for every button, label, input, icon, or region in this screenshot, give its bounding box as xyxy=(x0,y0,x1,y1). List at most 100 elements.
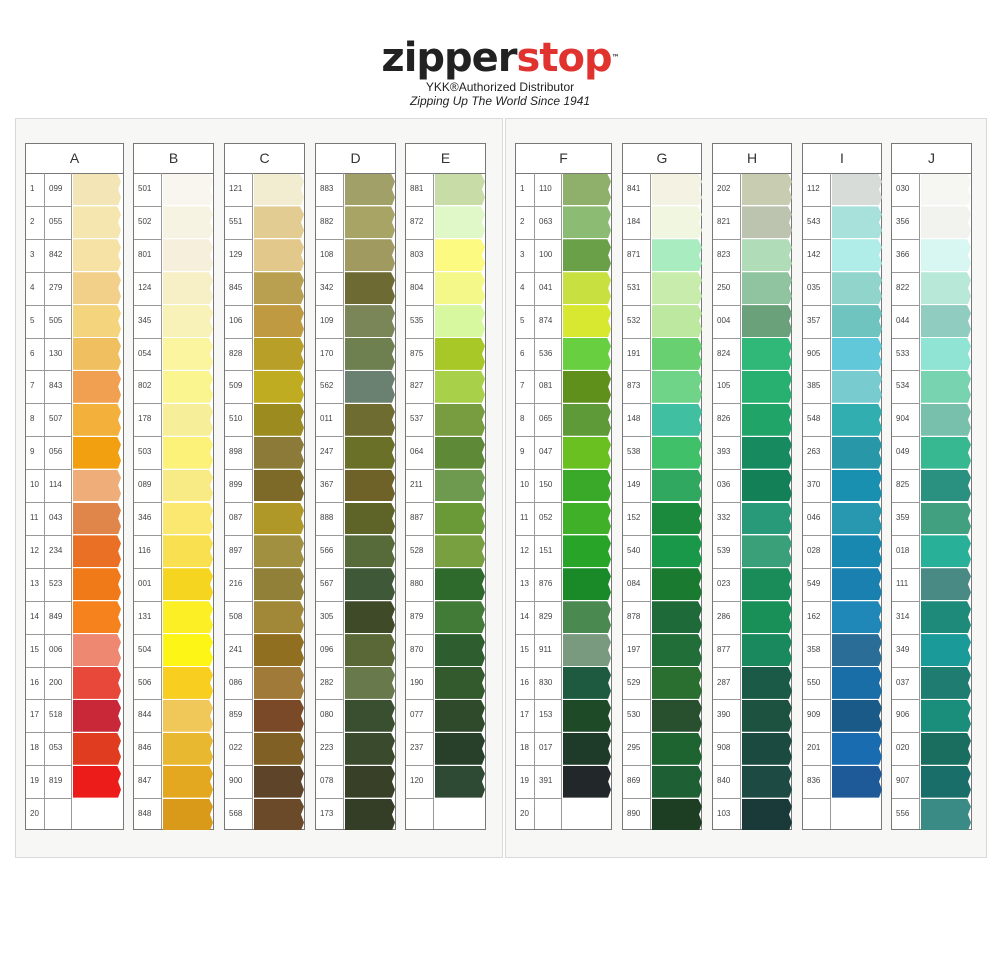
row-divider xyxy=(623,798,650,800)
color-code: 237 xyxy=(410,743,424,753)
row-divider xyxy=(713,699,740,701)
color-code: 017 xyxy=(539,743,553,753)
column-divider xyxy=(252,173,253,829)
row-divider xyxy=(803,502,830,503)
row-divider xyxy=(892,666,919,668)
zipper-swatch xyxy=(345,699,395,732)
row-divider xyxy=(26,205,71,207)
color-code: 904 xyxy=(896,414,910,424)
row-number: 18 xyxy=(520,743,529,753)
color-code: 870 xyxy=(410,644,424,654)
zipper-swatch xyxy=(652,667,702,699)
row-divider xyxy=(406,765,433,767)
color-code: 877 xyxy=(717,644,731,654)
color-column-b: B 501 502 801 124 345 054 802 178 503 089 346 116 001… xyxy=(133,143,214,831)
color-code: 346 xyxy=(138,513,152,522)
color-code: 081 xyxy=(539,381,553,391)
row-divider xyxy=(713,567,740,569)
zipper-swatch xyxy=(921,403,971,436)
zipper-swatch xyxy=(563,568,611,601)
color-code: 897 xyxy=(229,545,243,555)
zipper-swatch xyxy=(742,469,792,502)
row-divider xyxy=(406,205,433,207)
zipper-swatch xyxy=(652,272,702,305)
color-code: 279 xyxy=(49,282,63,292)
color-code: 332 xyxy=(717,513,731,522)
row-divider xyxy=(803,567,830,569)
color-code: 286 xyxy=(717,611,731,621)
row-divider xyxy=(803,436,830,438)
row-divider xyxy=(803,732,830,734)
row-divider xyxy=(892,370,919,372)
color-code: 510 xyxy=(229,414,243,424)
row-divider xyxy=(406,271,433,273)
zipper-swatch xyxy=(563,502,611,535)
row-divider xyxy=(803,337,830,339)
color-code: 529 xyxy=(627,677,641,687)
color-code: 531 xyxy=(627,282,641,292)
zipper-swatch xyxy=(163,732,213,765)
zipper-swatch xyxy=(563,732,611,765)
color-code: 108 xyxy=(320,249,334,259)
color-code: 047 xyxy=(539,447,553,457)
column-divider xyxy=(919,173,920,829)
row-divider xyxy=(623,567,650,569)
zipper-swatch xyxy=(73,370,121,403)
zipper-swatch xyxy=(435,370,485,403)
color-code: 846 xyxy=(138,743,152,753)
color-code: 844 xyxy=(138,710,152,720)
color-code: 114 xyxy=(49,480,62,490)
row-divider xyxy=(26,732,71,734)
color-code: 142 xyxy=(807,249,821,259)
row-divider xyxy=(713,798,740,800)
zipper-swatch xyxy=(563,403,611,436)
zipper-swatch xyxy=(652,305,702,337)
color-code: 056 xyxy=(49,447,63,457)
color-code: 385 xyxy=(807,381,821,391)
zipper-swatch xyxy=(435,765,485,798)
zipper-swatch xyxy=(254,436,304,469)
color-code: 018 xyxy=(896,545,910,555)
color-code: 898 xyxy=(229,447,243,457)
row-divider xyxy=(516,699,561,701)
color-code: 100 xyxy=(539,249,553,259)
row-divider xyxy=(134,633,161,635)
row-divider xyxy=(225,699,252,701)
color-code: 826 xyxy=(717,414,731,424)
row-divider xyxy=(134,469,161,471)
zipper-swatch xyxy=(742,568,792,601)
zipper-swatch xyxy=(652,502,702,535)
color-code: 882 xyxy=(320,216,334,226)
zipper-swatch xyxy=(742,272,792,305)
zipper-swatch xyxy=(254,272,304,305)
row-divider xyxy=(623,370,650,372)
row-divider xyxy=(316,370,343,372)
zipper-swatch xyxy=(563,667,611,699)
row-divider xyxy=(892,534,919,536)
zipper-swatch xyxy=(163,601,213,634)
zipper-swatch xyxy=(921,732,971,765)
row-divider xyxy=(26,238,71,240)
zipper-swatch xyxy=(435,469,485,502)
row-number: 16 xyxy=(520,677,529,687)
color-code: 528 xyxy=(410,545,424,555)
color-code: 130 xyxy=(49,348,63,358)
color-code: 201 xyxy=(807,743,821,753)
row-divider xyxy=(26,699,71,701)
zipper-swatch xyxy=(563,765,611,798)
color-code: 202 xyxy=(717,184,731,193)
color-code: 822 xyxy=(896,282,910,292)
color-code: 349 xyxy=(896,644,910,654)
color-code: 540 xyxy=(627,545,641,555)
row-divider xyxy=(713,403,740,405)
row-number: 6 xyxy=(520,348,525,358)
color-code: 879 xyxy=(410,611,424,621)
row-divider xyxy=(26,633,71,635)
color-code: 538 xyxy=(627,447,641,457)
color-code: 342 xyxy=(320,282,334,292)
color-code: 120 xyxy=(410,776,424,786)
row-divider xyxy=(892,205,919,207)
color-code: 859 xyxy=(229,710,243,720)
zipper-swatch xyxy=(832,535,882,568)
row-divider xyxy=(406,534,433,536)
